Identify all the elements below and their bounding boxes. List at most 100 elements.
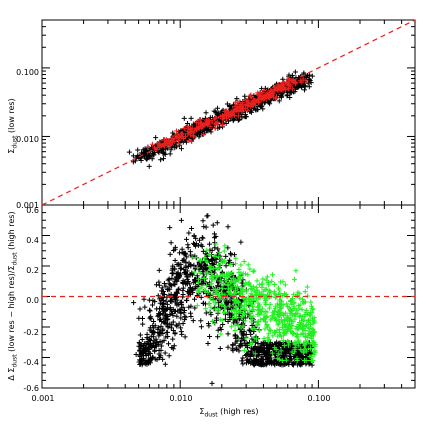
bottom-point-green bbox=[309, 358, 315, 364]
bottom-point-green bbox=[207, 264, 213, 270]
bottom-point-black bbox=[190, 318, 196, 324]
bottom-point-black bbox=[244, 342, 250, 348]
top-point bbox=[213, 121, 219, 127]
bottom-point-green bbox=[233, 287, 239, 293]
bottom-point-green bbox=[297, 302, 303, 308]
bottom-point-green bbox=[240, 271, 246, 277]
bottom-point-black bbox=[173, 322, 179, 328]
bottom-point-black bbox=[241, 328, 247, 334]
bottom-point-black bbox=[220, 321, 226, 327]
bottom-point-black bbox=[183, 297, 189, 303]
top-y-tick-label: 0.010 bbox=[16, 135, 39, 144]
bottom-point-green bbox=[272, 345, 278, 351]
bottom-point-black bbox=[203, 265, 209, 271]
top-point bbox=[233, 99, 239, 105]
bottom-point-green bbox=[236, 336, 242, 342]
bottom-point-black bbox=[165, 334, 171, 340]
bottom-point-black bbox=[306, 361, 312, 367]
bottom-point-green bbox=[238, 262, 244, 268]
bottom-point-black bbox=[242, 340, 248, 346]
bottom-point-green bbox=[281, 332, 287, 338]
bottom-point-green bbox=[231, 296, 237, 302]
bottom-point-black bbox=[199, 243, 205, 249]
top-point bbox=[160, 156, 166, 162]
bottom-point-black bbox=[259, 346, 265, 352]
top-point bbox=[135, 147, 141, 153]
bottom-point-black bbox=[161, 281, 167, 287]
bottom-point-black bbox=[239, 329, 245, 335]
bottom-point-green bbox=[254, 336, 260, 342]
bottom-point-green bbox=[253, 285, 259, 291]
bottom-point-green bbox=[218, 257, 224, 263]
top-point bbox=[238, 106, 244, 112]
bottom-point-green bbox=[259, 281, 265, 287]
bottom-point-green bbox=[241, 311, 247, 317]
bottom-point-black bbox=[146, 359, 152, 365]
bottom-point-black bbox=[249, 322, 255, 328]
bottom-point-green bbox=[289, 349, 295, 355]
bottom-y-tick-label: 0.4 bbox=[26, 236, 39, 245]
bottom-point-black bbox=[167, 225, 173, 231]
bottom-point-black bbox=[167, 321, 173, 327]
bottom-point-green bbox=[302, 289, 308, 295]
bottom-point-black bbox=[183, 314, 189, 320]
bottom-point-black bbox=[200, 300, 206, 306]
bottom-point-black bbox=[248, 331, 254, 337]
bottom-point-black bbox=[263, 360, 269, 366]
top-point bbox=[302, 83, 308, 89]
bottom-point-green bbox=[241, 259, 247, 265]
bottom-point-green bbox=[227, 279, 233, 285]
top-point bbox=[285, 77, 291, 83]
top-point bbox=[147, 153, 153, 159]
bottom-point-green bbox=[276, 287, 282, 293]
bottom-point-green bbox=[268, 327, 274, 333]
bottom-point-green bbox=[249, 307, 255, 313]
bottom-point-black bbox=[171, 294, 177, 300]
bottom-point-black bbox=[192, 305, 198, 311]
bottom-point-green bbox=[232, 261, 238, 267]
bottom-point-green bbox=[254, 322, 260, 328]
bottom-point-green bbox=[278, 301, 284, 307]
bottom-y-axis-title: Δ Σdust (low res − high res)/Σdust (high… bbox=[7, 211, 19, 380]
bottom-point-black bbox=[155, 312, 161, 318]
bottom-point-black bbox=[223, 253, 229, 259]
bottom-point-black bbox=[174, 323, 180, 329]
top-point bbox=[255, 90, 261, 96]
top-point bbox=[266, 100, 272, 106]
bottom-point-green bbox=[204, 247, 210, 253]
bottom-point-green bbox=[309, 306, 315, 312]
bottom-point-black bbox=[296, 352, 302, 358]
x-tick-label: 0.100 bbox=[308, 394, 331, 403]
bottom-point-black bbox=[156, 267, 162, 273]
top-point bbox=[142, 150, 148, 156]
bottom-point-black bbox=[225, 245, 231, 251]
bottom-point-green bbox=[249, 286, 255, 292]
bottom-point-green bbox=[299, 307, 305, 313]
bottom-point-black bbox=[167, 251, 173, 257]
bottom-point-black bbox=[262, 349, 268, 355]
top-point bbox=[296, 83, 302, 89]
bottom-point-black bbox=[230, 348, 236, 354]
bottom-point-green bbox=[289, 329, 295, 335]
bottom-point-green bbox=[270, 333, 276, 339]
bottom-point-green bbox=[258, 309, 264, 315]
bottom-point-green bbox=[256, 327, 262, 333]
top-point bbox=[197, 132, 203, 138]
top-point bbox=[161, 149, 167, 155]
bottom-point-green bbox=[217, 273, 223, 279]
bottom-point-black bbox=[180, 304, 186, 310]
bottom-point-green bbox=[243, 335, 249, 341]
bottom-point-green bbox=[248, 286, 254, 292]
bottom-point-green bbox=[275, 322, 281, 328]
bottom-point-green bbox=[233, 304, 239, 310]
bottom-point-black bbox=[211, 235, 217, 241]
bottom-point-green bbox=[280, 279, 286, 285]
bottom-point-green bbox=[238, 315, 244, 321]
bottom-point-green bbox=[261, 335, 267, 341]
bottom-point-green bbox=[251, 268, 257, 274]
bottom-point-green bbox=[206, 252, 212, 258]
bottom-point-black bbox=[165, 277, 171, 283]
bottom-point-black bbox=[200, 235, 206, 241]
bottom-point-green bbox=[261, 312, 267, 318]
bottom-point-green bbox=[251, 294, 257, 300]
